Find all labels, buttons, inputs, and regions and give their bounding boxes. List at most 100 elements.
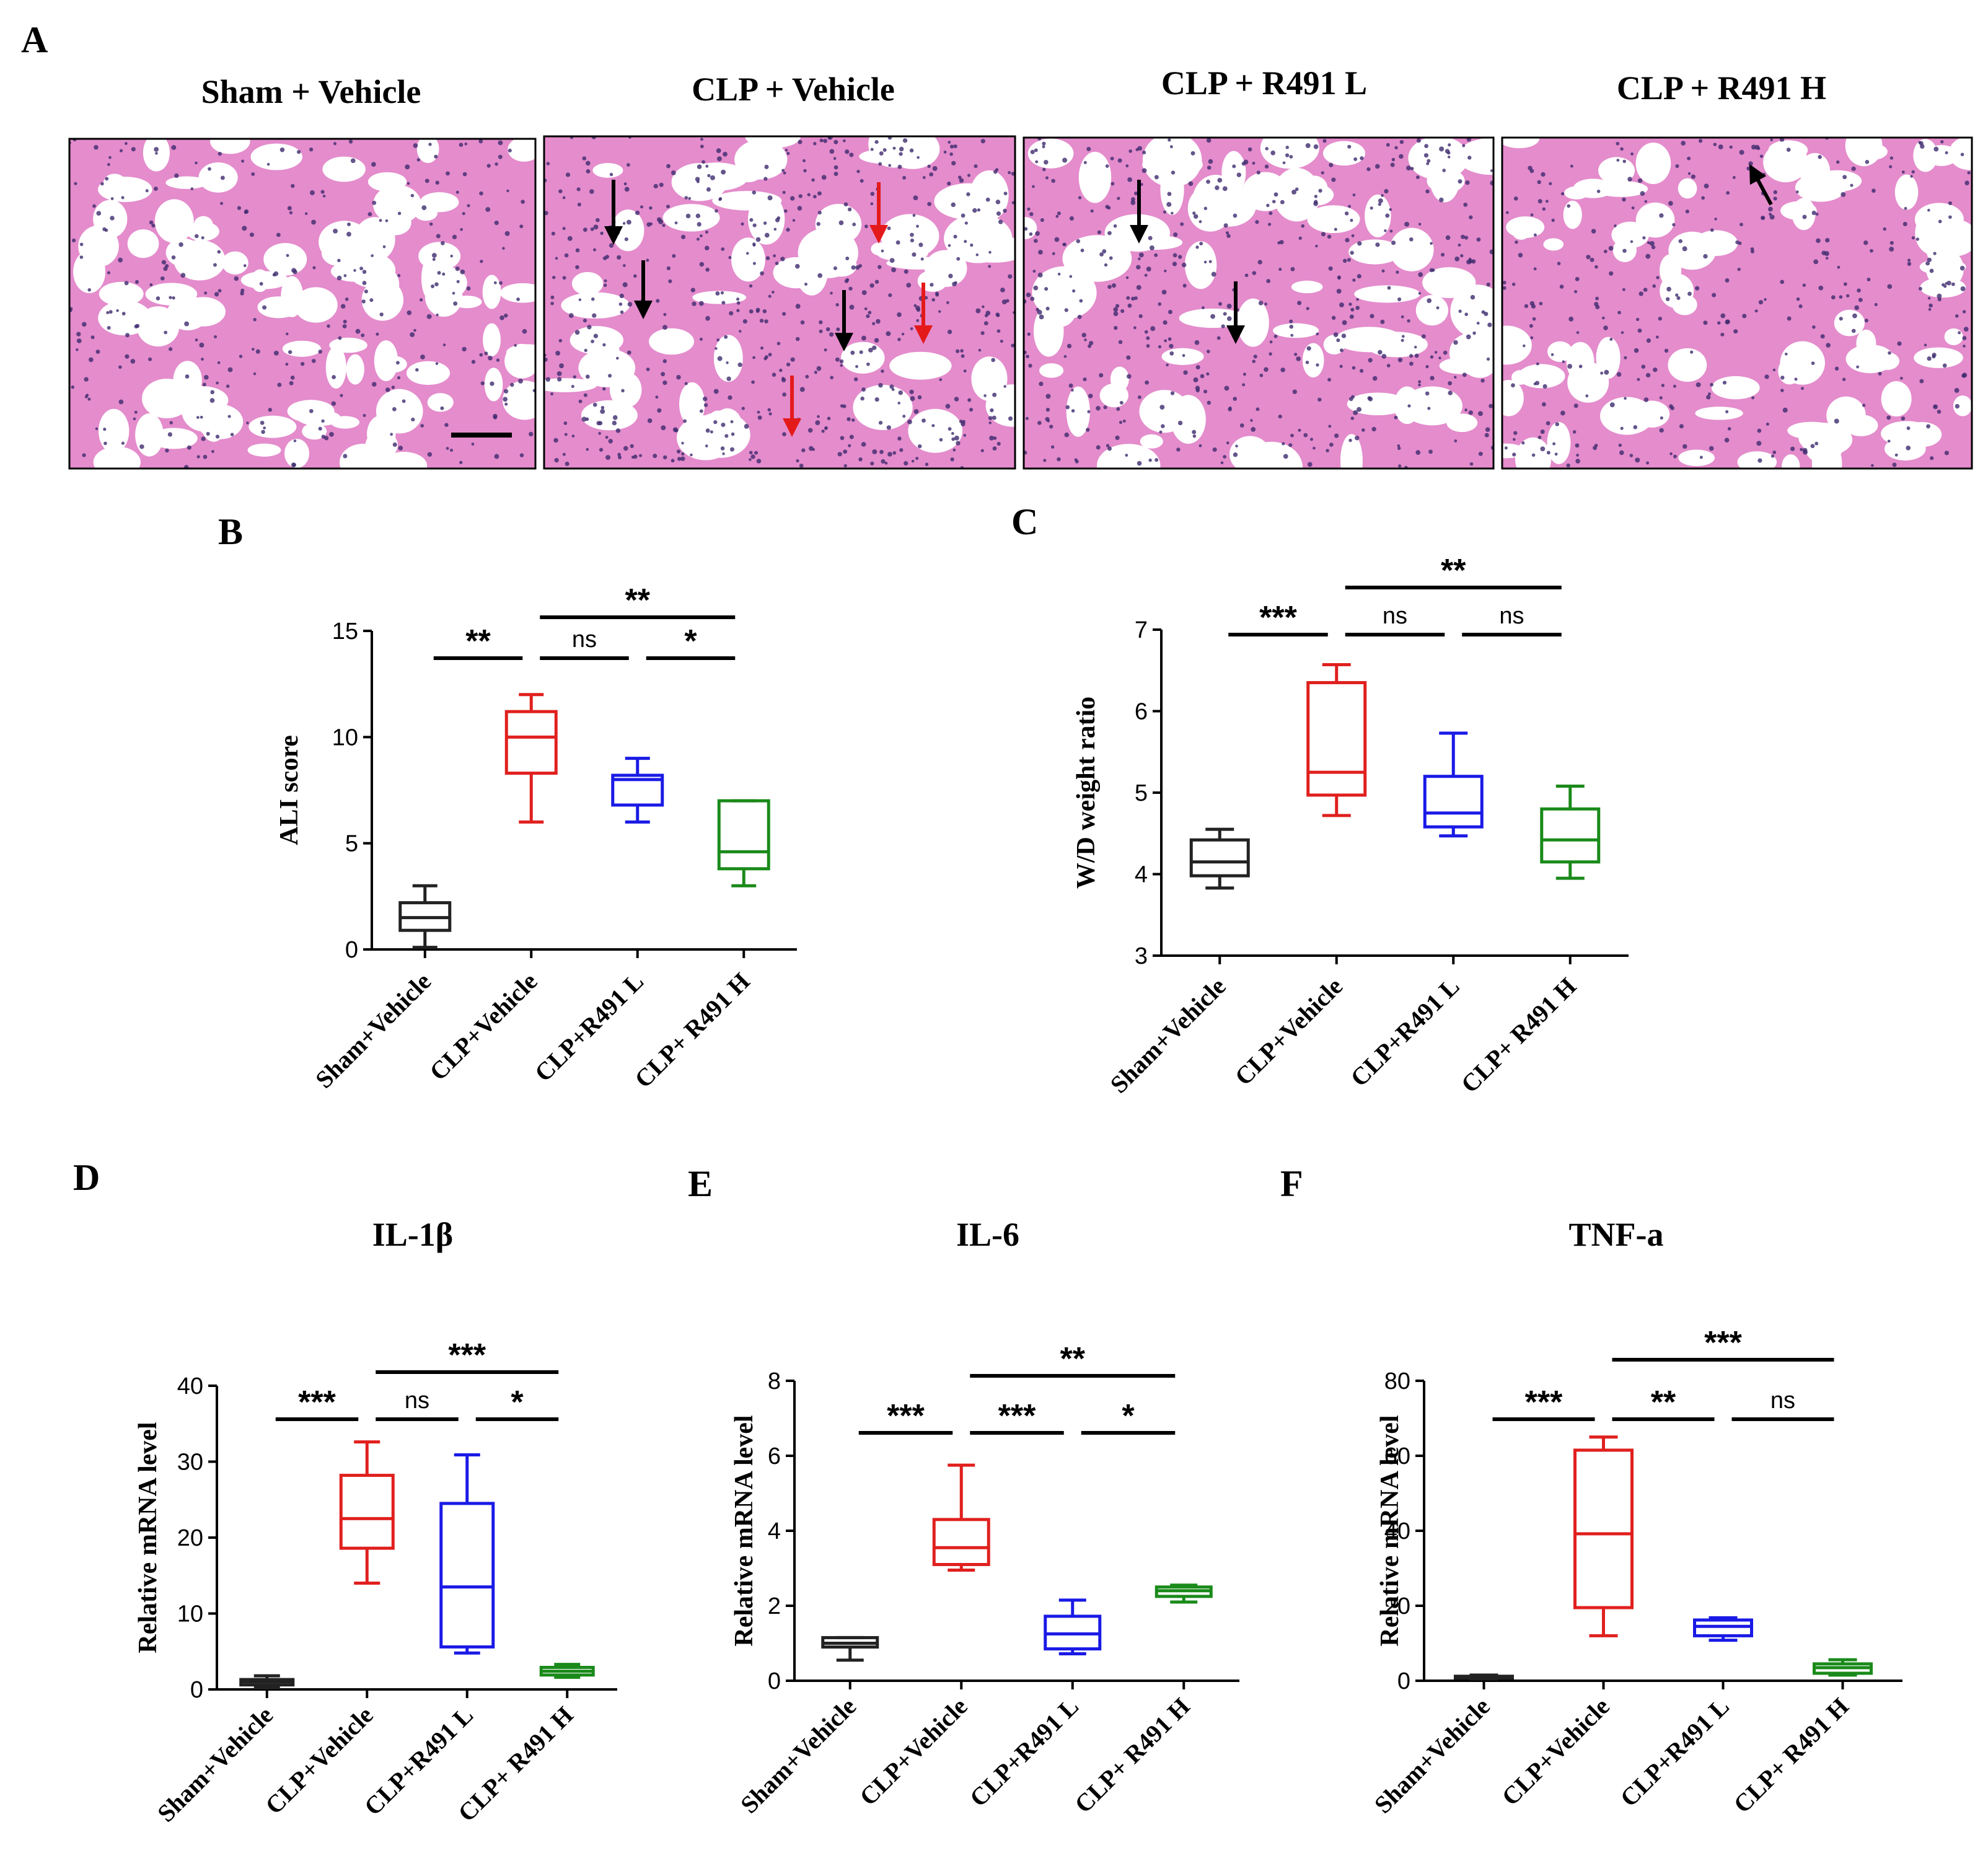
cell-nucleus — [585, 374, 590, 379]
cell-nucleus — [1486, 357, 1490, 361]
cell-nucleus — [1289, 319, 1293, 324]
cell-nucleus — [1427, 407, 1431, 410]
alveolar-space — [1291, 280, 1323, 294]
cell-nucleus — [160, 276, 165, 281]
cell-nucleus — [744, 424, 749, 429]
histology-title-sham-vehicle: Sham + Vehicle — [201, 73, 421, 110]
cell-nucleus — [1172, 262, 1177, 266]
y-tick-label: 6 — [1135, 699, 1148, 725]
cell-nucleus — [1252, 359, 1256, 363]
cell-nucleus — [909, 148, 914, 153]
cell-nucleus — [218, 151, 222, 156]
cell-nucleus — [781, 169, 785, 172]
cell-nucleus — [695, 213, 701, 219]
cell-nucleus — [1469, 215, 1473, 219]
cell-nucleus — [627, 219, 631, 225]
cell-nucleus — [851, 265, 856, 270]
cell-nucleus — [1280, 368, 1285, 372]
cell-nucleus — [1942, 363, 1947, 368]
cell-nucleus — [1158, 345, 1162, 349]
cell-nucleus — [121, 196, 125, 200]
cell-nucleus — [692, 301, 697, 306]
alveolar-space — [731, 237, 765, 282]
box-plot-group — [1155, 1583, 1213, 1604]
cell-nucleus — [1071, 389, 1074, 392]
cell-nucleus — [460, 269, 465, 275]
cell-nucleus — [1313, 446, 1316, 450]
cell-nucleus — [1268, 222, 1272, 226]
significance-label: ns — [405, 1388, 429, 1414]
cell-nucleus — [266, 162, 270, 166]
cell-nucleus — [1223, 223, 1228, 228]
cell-nucleus — [1964, 180, 1969, 185]
cell-nucleus — [1352, 278, 1356, 282]
alveolar-space — [1024, 217, 1037, 240]
cell-nucleus — [1489, 249, 1493, 255]
panel-letter-d: D — [73, 1157, 100, 1198]
box-plot-group — [1813, 1658, 1873, 1677]
category-label: CLP+ R491 H — [1456, 972, 1582, 1099]
cell-nucleus — [1539, 302, 1543, 306]
cell-nucleus — [782, 190, 786, 194]
cell-nucleus — [273, 271, 279, 276]
cell-nucleus — [240, 291, 244, 296]
cell-nucleus — [440, 406, 444, 410]
cell-nucleus — [993, 436, 997, 440]
cell-nucleus — [1883, 227, 1886, 231]
cell-nucleus — [1295, 187, 1299, 192]
cell-nucleus — [598, 421, 603, 426]
cell-nucleus — [1029, 232, 1033, 236]
cell-nucleus — [780, 257, 785, 262]
cell-nucleus — [480, 260, 483, 263]
cell-nucleus — [947, 181, 951, 186]
cell-nucleus — [1225, 231, 1229, 235]
cell-nucleus — [510, 382, 514, 387]
cell-nucleus — [1232, 164, 1236, 169]
cell-nucleus — [1000, 340, 1003, 343]
cell-nucleus — [604, 279, 607, 283]
box-iqr — [717, 799, 770, 871]
cell-nucleus — [1347, 258, 1351, 262]
cell-nucleus — [1834, 366, 1839, 371]
cell-nucleus — [929, 172, 934, 177]
cell-nucleus — [1125, 276, 1129, 280]
cell-nucleus — [882, 148, 887, 152]
cell-nucleus — [1107, 231, 1112, 236]
cell-nucleus — [1316, 332, 1319, 336]
cell-nucleus — [427, 452, 433, 457]
cell-nucleus — [1334, 227, 1337, 231]
cell-nucleus — [134, 280, 139, 284]
cell-nucleus — [1226, 441, 1229, 445]
cell-nucleus — [775, 218, 780, 222]
alveolar-space — [685, 162, 749, 191]
cell-nucleus — [1948, 215, 1952, 219]
cell-nucleus — [446, 171, 450, 176]
cell-nucleus — [1202, 306, 1205, 310]
cell-nucleus — [1337, 276, 1341, 280]
cell-nucleus — [1585, 394, 1589, 398]
cell-nucleus — [217, 250, 221, 254]
cell-nucleus — [819, 320, 823, 325]
cell-nucleus — [459, 460, 463, 464]
cell-nucleus — [1562, 360, 1565, 363]
cell-nucleus — [1348, 438, 1352, 442]
box-plot-group — [717, 799, 770, 887]
cell-nucleus — [346, 231, 351, 237]
cell-nucleus — [742, 319, 747, 324]
cell-nucleus — [1215, 185, 1220, 190]
cell-nucleus — [1045, 408, 1050, 412]
cell-nucleus — [917, 444, 922, 449]
cell-nucleus — [795, 304, 801, 309]
cell-nucleus — [449, 448, 454, 452]
cell-nucleus — [1155, 458, 1159, 462]
cell-nucleus — [794, 263, 800, 269]
cell-nucleus — [1622, 159, 1626, 164]
cell-nucleus — [1166, 363, 1169, 367]
cell-nucleus — [1036, 307, 1039, 312]
cell-nucleus — [1718, 144, 1723, 150]
cell-nucleus — [100, 182, 104, 186]
category-label: CLP+R491 L — [964, 1693, 1084, 1812]
alveolar-space — [373, 185, 421, 224]
cell-nucleus — [680, 234, 686, 239]
significance-label: ** — [465, 623, 491, 659]
